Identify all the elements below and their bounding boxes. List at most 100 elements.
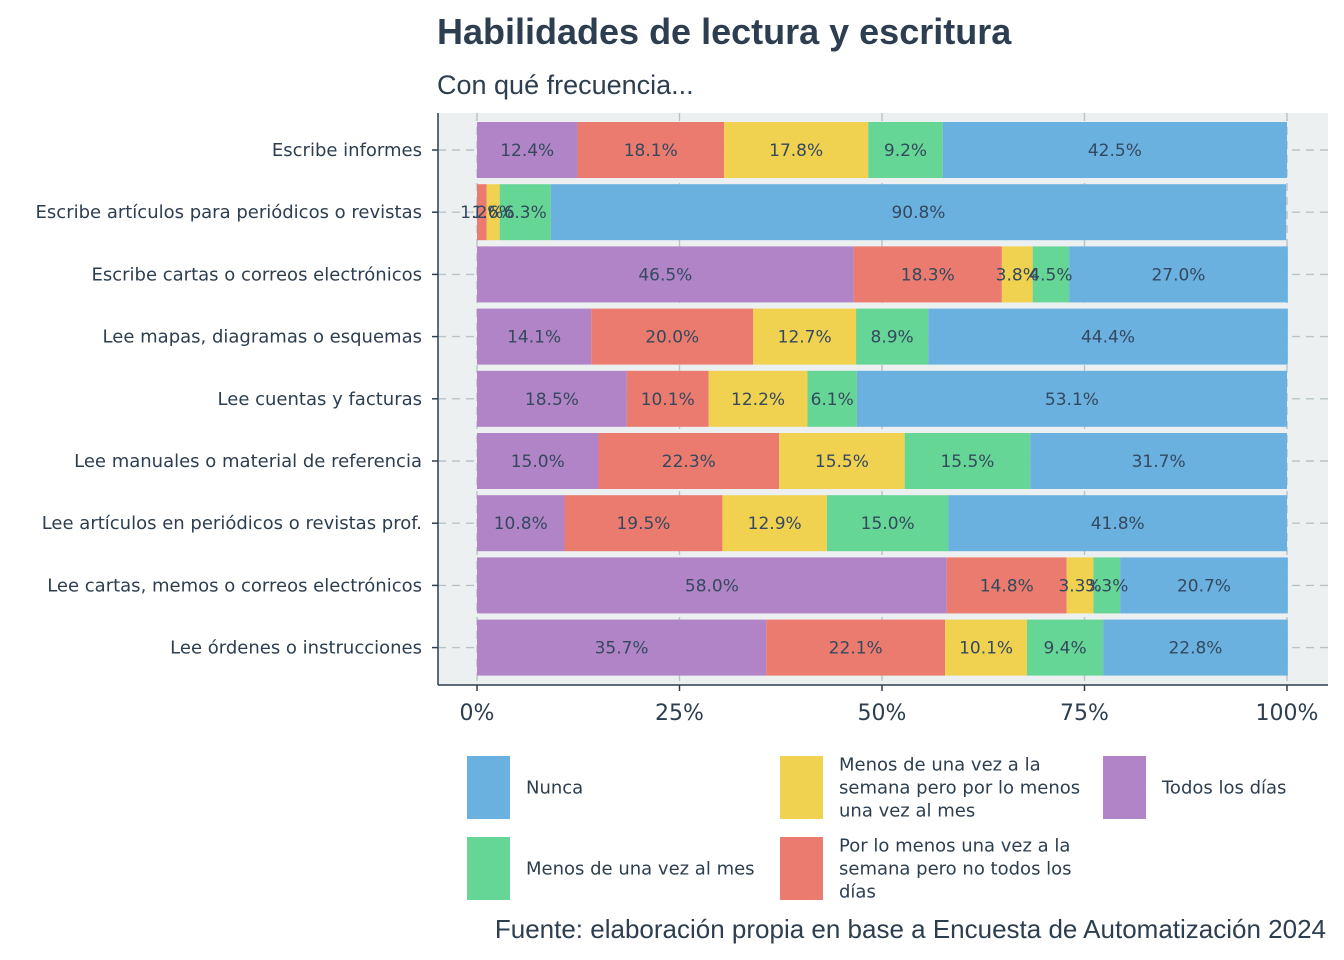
- data-label: 90.8%: [891, 203, 945, 223]
- category-label: Lee mapas, diagramas o esquemas: [103, 327, 422, 348]
- data-label: 19.5%: [616, 514, 670, 534]
- data-label: 41.8%: [1091, 514, 1145, 534]
- data-label: 35.7%: [595, 639, 649, 659]
- legend-label: una vez al mes: [839, 801, 975, 822]
- bar-segment: [564, 495, 723, 552]
- data-label: 8.9%: [871, 328, 914, 348]
- category-label: Lee manuales o material de referencia: [74, 451, 422, 472]
- bar-segment: [477, 246, 854, 303]
- data-label: 12.7%: [778, 328, 832, 348]
- bar-segment: [477, 308, 592, 365]
- data-label: 12.4%: [500, 141, 554, 161]
- data-label: 10.1%: [959, 639, 1013, 659]
- bar-segment: [904, 433, 1031, 489]
- bar-segment: [779, 433, 905, 489]
- bar-segment: [1069, 246, 1288, 303]
- bar-segment: [1066, 557, 1094, 614]
- x-tick-label: 0%: [460, 701, 495, 726]
- legend-key: [1103, 756, 1146, 819]
- data-label: 42.5%: [1088, 141, 1142, 161]
- bar-segment: [1120, 557, 1288, 614]
- data-label: 1.2%: [460, 203, 503, 223]
- data-label: 4.5%: [1029, 265, 1072, 285]
- bar-segment: [708, 370, 808, 427]
- bar-segment: [1026, 619, 1104, 676]
- bar-segment: [948, 495, 1287, 552]
- bar-segment: [853, 246, 1002, 303]
- category-label: Lee órdenes o instrucciones: [170, 638, 422, 659]
- bar-segment: [856, 308, 929, 365]
- data-label: 27.0%: [1151, 265, 1205, 285]
- x-tick-label: 100%: [1256, 701, 1319, 726]
- data-label: 44.4%: [1081, 328, 1135, 348]
- data-labels: 12.4% 18.1% 17.8% 9.2% 42.5% 1.2%1.6%6.3% 90.8…: [460, 141, 1231, 659]
- data-label: 22.8%: [1168, 639, 1222, 659]
- data-label: 15.5%: [940, 452, 994, 472]
- data-label: 31.7%: [1132, 452, 1186, 472]
- data-label: 15.0%: [861, 514, 915, 534]
- bar-segment: [856, 370, 1287, 427]
- data-label: 15.5%: [815, 452, 869, 472]
- bar-segment: [1032, 246, 1070, 303]
- data-label: 3.8%: [996, 265, 1039, 285]
- bar-segment: [766, 619, 946, 676]
- bar-segment: [946, 557, 1067, 614]
- bar-segment: [550, 184, 1287, 241]
- bar-segment: [1093, 557, 1121, 614]
- bar-segment: [1103, 619, 1288, 676]
- legend-key: [780, 756, 823, 819]
- x-tick-labels: 0% 25% 50% 75% 100%: [460, 685, 1319, 726]
- legend-label: Menos de una vez al mes: [526, 859, 755, 880]
- legend-label: Menos de una vez a la: [839, 755, 1041, 776]
- legend-label: Nunca: [526, 778, 583, 799]
- data-label: 20.7%: [1177, 576, 1231, 596]
- x-tick-label: 75%: [1060, 701, 1109, 726]
- legend-key: [780, 837, 823, 900]
- bar-segment: [477, 433, 599, 489]
- category-label: Lee cartas, memos o correos electrónicos: [47, 575, 422, 596]
- data-label: 46.5%: [638, 265, 692, 285]
- bar-segment: [807, 370, 857, 427]
- chart-subtitle: Con qué frecuencia...: [437, 70, 694, 100]
- bar-segment: [724, 122, 869, 178]
- data-label: 17.8%: [769, 141, 823, 161]
- chart-title: Habilidades de lectura y escritura: [437, 11, 1012, 52]
- bar-segment: [577, 122, 725, 178]
- bar-segment: [477, 122, 578, 178]
- category-label: Escribe cartas o correos electrónicos: [91, 264, 422, 285]
- bar-segment: [945, 619, 1027, 676]
- legend-key: [467, 837, 510, 900]
- data-label: 10.1%: [641, 390, 695, 410]
- chart-caption: Fuente: elaboración propia en base a Enc…: [495, 914, 1326, 944]
- bar-segment: [477, 557, 947, 614]
- x-tick-label: 50%: [858, 701, 907, 726]
- data-label: 18.5%: [525, 390, 579, 410]
- legend-label: Todos los días: [1161, 778, 1286, 799]
- data-label: 12.2%: [731, 390, 785, 410]
- category-label: Lee cuentas y facturas: [218, 389, 422, 410]
- data-label: 22.3%: [662, 452, 716, 472]
- data-label: 3.3%: [1085, 576, 1128, 596]
- x-tick-label: 25%: [655, 701, 704, 726]
- legend-label: semana pero por lo menos: [839, 778, 1080, 799]
- data-label: 15.0%: [511, 452, 565, 472]
- legend: Nunca Menos de una vez al mes Menos de una…: [467, 755, 1286, 903]
- data-label: 9.4%: [1043, 639, 1086, 659]
- data-label: 9.2%: [884, 141, 927, 161]
- legend-label: días: [839, 882, 876, 903]
- bar-segment: [477, 370, 627, 427]
- bar-segment: [477, 495, 565, 552]
- data-label: 6.3%: [504, 203, 547, 223]
- bar-segment: [868, 122, 943, 178]
- data-label: 10.8%: [494, 514, 548, 534]
- bars: [477, 122, 1288, 676]
- category-label: Escribe artículos para periódicos o revi…: [36, 202, 422, 223]
- bar-segment: [1001, 246, 1033, 303]
- data-label: 18.1%: [624, 141, 678, 161]
- bar-segment: [477, 619, 767, 676]
- bar-segment: [477, 184, 487, 241]
- data-label: 14.8%: [980, 576, 1034, 596]
- data-label: 3.3%: [1058, 576, 1101, 596]
- bar-segment: [753, 308, 857, 365]
